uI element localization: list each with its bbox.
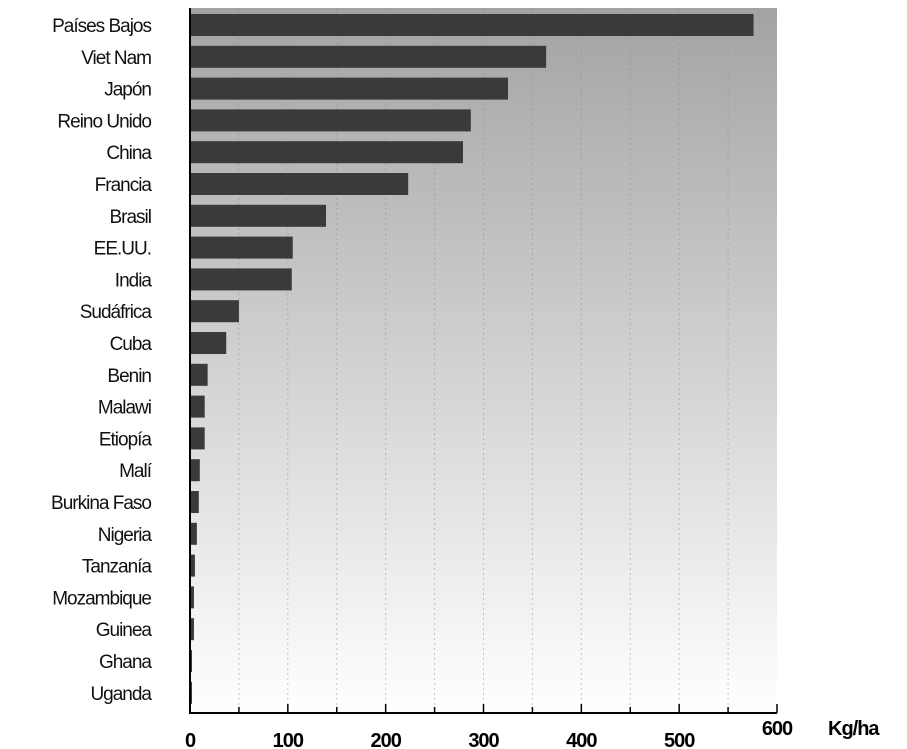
bar [191,141,463,164]
bar [191,268,292,291]
category-label: India [115,270,153,291]
bar [191,554,195,577]
category-label: Reino Unido [57,111,151,132]
category-label: Brasil [109,207,151,228]
category-label: Japón [104,80,151,101]
category-label: Cuba [110,334,153,355]
bar [191,109,471,132]
category-label: Malawi [98,398,151,419]
bar [191,45,547,68]
category-label: Países Bajos [52,16,151,37]
bar [191,491,199,513]
x-tick-label: 400 [566,730,597,749]
bar [191,681,192,704]
bar [191,427,205,450]
bar [191,332,227,354]
bar [191,586,194,609]
bar [191,236,293,259]
bar [191,395,205,418]
x-tick-label: 0 [185,730,196,749]
x-axis-unit-label: Kg/ha [828,718,880,740]
category-label: China [106,143,152,164]
category-label: Benin [107,366,151,387]
category-label: Guinea [96,620,153,641]
bar [191,459,200,482]
bar [191,300,239,323]
category-label: Ghana [99,652,152,673]
bar [191,618,194,641]
category-label: Etiopía [99,429,153,450]
bars [191,14,754,704]
category-labels: Países Bajos Viet Nam Japón Reino Unido Chin… [51,16,154,705]
category-label: Francia [95,175,153,196]
bar [191,650,192,672]
bar [191,363,208,386]
x-tick-label: 600 [762,718,793,740]
category-label: Nigeria [98,525,153,546]
category-label: Burkina Faso [51,493,151,514]
bar [191,77,508,100]
bar [191,204,327,227]
x-tick-label: 500 [664,730,695,749]
category-label: Uganda [90,684,152,705]
x-tick-label: 300 [468,730,499,749]
category-label: Malí [119,461,153,482]
category-label: Mozambique [52,588,151,609]
category-label: EE.UU. [94,239,151,260]
x-tick-label: 200 [370,730,401,749]
x-tick-labels: 0 100 200 300 400 500 600 [185,718,794,749]
axes [189,8,778,714]
x-tick-label: 100 [273,730,304,749]
bar [191,173,409,195]
category-label: Sudáfrica [80,302,153,323]
category-label: Viet Nam [81,48,151,69]
bar [191,522,197,545]
category-label: Tanzanía [82,557,153,578]
bar [191,14,754,36]
